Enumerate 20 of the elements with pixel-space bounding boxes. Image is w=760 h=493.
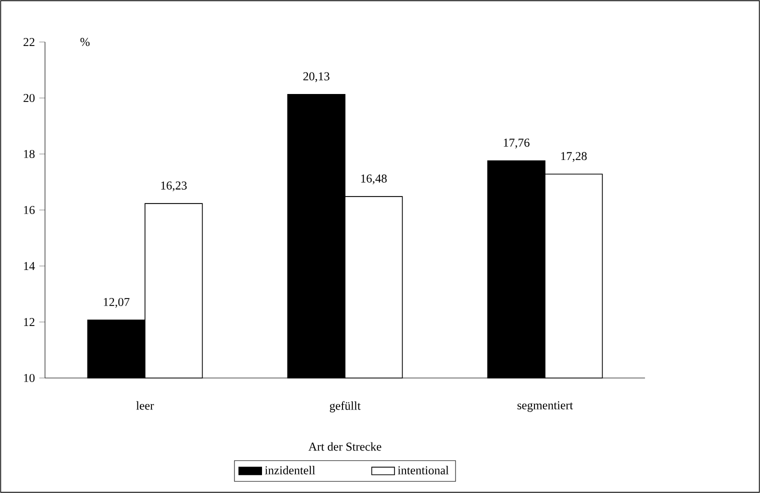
x-tick-label: leer <box>136 401 154 410</box>
legend-label: intentional <box>398 466 449 474</box>
y-tick-label: 20 <box>24 94 35 102</box>
data-label: 16,23 <box>161 182 187 192</box>
data-label: 17,28 <box>561 152 587 162</box>
y-tick-label: 10 <box>24 374 35 382</box>
y-tick-label: 18 <box>24 150 35 158</box>
x-axis-title: Art der Strecke <box>308 442 382 451</box>
data-label: 20,13 <box>303 72 330 82</box>
y-tick-label: 14 <box>24 262 35 270</box>
data-label: 12,07 <box>104 298 130 308</box>
legend-label: inzidentell <box>264 466 316 474</box>
x-tick-label: gefüllt <box>330 401 361 412</box>
data-label: 17,76 <box>504 138 530 148</box>
data-label: 16,48 <box>361 174 387 184</box>
y-axis-title: % <box>80 38 90 46</box>
y-tick-label: 16 <box>24 206 35 214</box>
y-tick-label: 12 <box>24 318 34 326</box>
x-tick-label: segmentiert <box>518 401 573 412</box>
y-tick-label: 22 <box>24 38 34 46</box>
